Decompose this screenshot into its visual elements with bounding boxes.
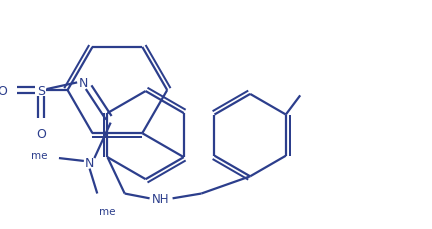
Text: me: me <box>31 150 48 161</box>
Text: N: N <box>79 76 89 90</box>
Text: NH: NH <box>152 192 170 205</box>
Text: N: N <box>85 157 94 170</box>
Text: O: O <box>0 84 7 97</box>
Text: S: S <box>37 84 45 97</box>
Text: O: O <box>36 127 46 140</box>
Text: me: me <box>99 206 116 216</box>
